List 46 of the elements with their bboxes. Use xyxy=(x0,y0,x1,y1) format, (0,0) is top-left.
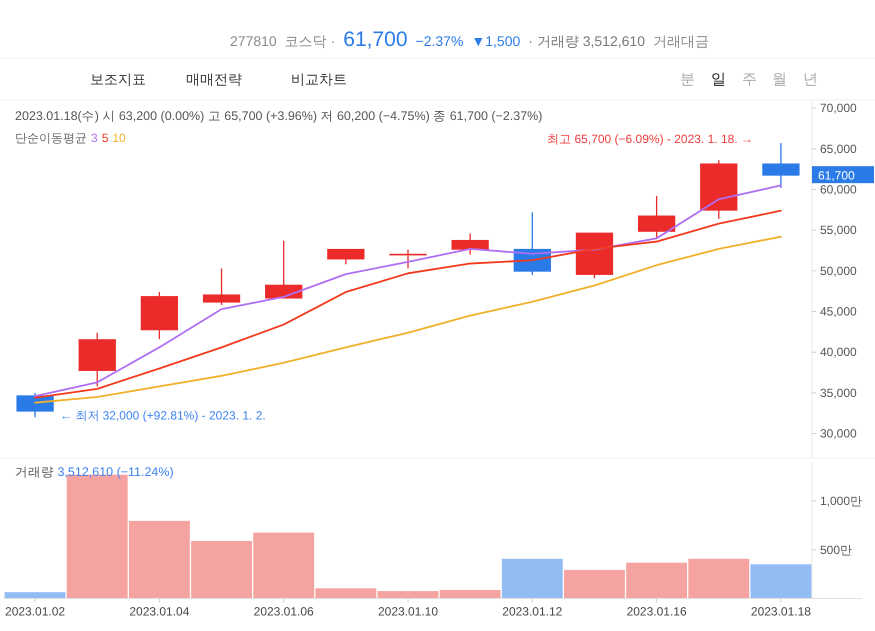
x-tick-label: 2023.01.16 xyxy=(626,604,687,618)
text: ▼1,500 xyxy=(471,33,520,49)
text: 월 xyxy=(772,71,787,88)
bar xyxy=(750,564,812,598)
text: 277810 xyxy=(230,33,277,49)
y-tick-label: 60,000 xyxy=(820,182,858,196)
y-tick-label: 500만 xyxy=(820,542,852,557)
text: 주 xyxy=(742,71,757,88)
text: −2.37% xyxy=(416,33,464,49)
y-tick-label: 65,000 xyxy=(820,142,858,156)
y-tick-label: 40,000 xyxy=(820,345,858,360)
x-tick-label: 2023.01.12 xyxy=(502,604,563,618)
text: 일 xyxy=(711,71,726,88)
text: 매매전략 xyxy=(186,71,242,87)
y-tick-label: 50,000 xyxy=(820,264,858,278)
x-tick-label: 2023.01.10 xyxy=(378,604,438,618)
y-tick-label: 35,000 xyxy=(820,386,858,400)
y-tick-label: 70,000 xyxy=(820,101,858,116)
text: 거래대금 xyxy=(653,33,710,49)
text: 5 xyxy=(102,131,109,145)
annotation: ← 최저 32,000 (+92.81%) - 2023. 1. 2. xyxy=(60,408,266,422)
text: 비교차트 xyxy=(291,71,347,87)
text: 코스닥 · xyxy=(284,33,336,49)
y-tick-label: 30,000 xyxy=(820,426,858,441)
x-tick-label: 2023.01.06 xyxy=(254,604,314,618)
x-tick-label: 2023.01.18 xyxy=(750,604,812,618)
x-tick-label: 2023.01.02 xyxy=(5,604,66,618)
text: 보조지표 xyxy=(90,71,146,87)
text: 10 xyxy=(112,131,126,145)
chart-title: 거래량 3,512,610 (−11.24%) xyxy=(15,465,174,479)
y-tick-label: 45,000 xyxy=(820,304,858,319)
candlestick xyxy=(389,249,427,270)
x-tick-label: 2023.01.04 xyxy=(129,604,190,618)
text: 3 xyxy=(91,131,98,145)
text: 61,700 xyxy=(818,168,856,183)
bar xyxy=(4,592,66,598)
y-tick-label: 1,000만 xyxy=(820,494,862,508)
bar xyxy=(502,558,563,598)
text: 분 xyxy=(680,71,695,88)
legend-title: 단순이동평균 xyxy=(15,131,87,145)
y-tick-label: 55,000 xyxy=(820,223,858,238)
text: 년 xyxy=(803,71,818,88)
annotation: 최고 65,700 (−6.09%) - 2023. 1. 18. → xyxy=(547,132,753,146)
text: · 거래량 3,512,610 xyxy=(528,33,646,49)
text: 61,700 xyxy=(343,28,408,51)
text: 2023.01.18(수) 시 63,200 (0.00%) 고 65,700 (+3.96%) 저 60,200 (−4.75%) 종 61,700 (−2.37%) xyxy=(15,109,542,123)
